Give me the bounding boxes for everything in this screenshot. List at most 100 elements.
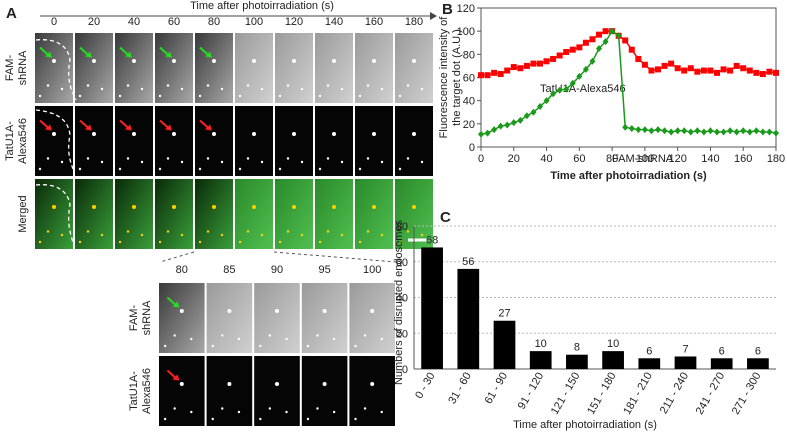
value-label: 7 xyxy=(682,343,688,355)
marker xyxy=(648,127,655,135)
bright-dot xyxy=(100,233,104,237)
time-label: 85 xyxy=(223,264,235,276)
x-tick-label: 271 - 300 xyxy=(730,371,764,417)
x-tick-label: 120 xyxy=(668,153,686,165)
bright-dot xyxy=(118,240,122,244)
bright-dot xyxy=(326,230,330,233)
marker xyxy=(478,72,484,79)
bright-dot xyxy=(52,132,56,136)
bright-dot xyxy=(292,132,296,136)
bright-dot xyxy=(286,157,290,160)
bright-dot xyxy=(180,87,184,91)
time-label: 120 xyxy=(285,16,303,28)
time-label: 80 xyxy=(176,264,188,276)
zoom-line xyxy=(273,251,397,263)
marker xyxy=(628,124,635,132)
bright-dot xyxy=(198,167,202,171)
row-label: TatU1A- xyxy=(128,371,140,411)
bright-dot xyxy=(252,59,256,63)
marker xyxy=(759,128,766,136)
bright-dot xyxy=(46,157,50,160)
bright-dot xyxy=(92,205,96,209)
time-label: 95 xyxy=(318,264,330,276)
marker xyxy=(733,62,740,69)
time-label: 80 xyxy=(208,16,220,28)
marker xyxy=(700,128,707,136)
bright-dot xyxy=(380,337,383,341)
bright-dot xyxy=(220,233,224,237)
bright-dot xyxy=(126,84,130,87)
x-tick-label: 80 xyxy=(606,153,618,165)
cell-outline xyxy=(35,39,77,247)
bright-dot xyxy=(158,94,162,98)
row-label: TatU1A- xyxy=(4,121,16,161)
marker xyxy=(733,128,740,136)
bright-dot xyxy=(300,233,304,237)
bright-dot xyxy=(275,309,279,313)
bright-dot xyxy=(60,160,64,164)
bright-dot xyxy=(370,309,375,313)
bright-dot xyxy=(78,240,82,244)
marker xyxy=(615,32,622,40)
bright-dot xyxy=(132,205,136,209)
bright-dot xyxy=(126,157,130,160)
bright-dot xyxy=(354,417,357,421)
bright-dot xyxy=(220,160,224,164)
pointer-head xyxy=(125,124,132,131)
bright-dot xyxy=(372,132,376,136)
bright-dot xyxy=(211,344,214,348)
micrograph xyxy=(115,179,153,249)
bright-dot xyxy=(268,407,272,410)
y-axis-title: the target dot (A.U.) xyxy=(451,29,463,126)
bright-dot xyxy=(318,240,322,244)
bright-dot xyxy=(332,59,336,63)
bright-dot xyxy=(100,87,104,91)
bright-dot xyxy=(316,334,319,337)
bright-dot xyxy=(252,132,256,136)
bright-dot xyxy=(318,94,322,98)
series-line xyxy=(481,30,777,76)
time-label: 100 xyxy=(363,264,381,276)
value-label: 8 xyxy=(574,342,580,354)
time-label: 0 xyxy=(51,16,57,28)
bright-dot xyxy=(332,205,336,209)
marker xyxy=(694,127,701,135)
marker xyxy=(497,122,504,130)
bright-dot xyxy=(52,59,56,63)
x-tick-label: 181 - 210 xyxy=(621,371,655,417)
micrograph xyxy=(275,179,313,249)
bright-dot xyxy=(420,160,424,164)
micrograph xyxy=(159,356,205,426)
bright-dot xyxy=(221,407,224,410)
marker xyxy=(648,67,655,74)
bright-dot xyxy=(380,87,384,91)
value-label: 68 xyxy=(426,234,438,246)
bright-dot xyxy=(412,132,416,136)
bright-dot xyxy=(420,233,424,237)
bright-dot xyxy=(238,167,242,171)
marker xyxy=(635,55,642,62)
series-line xyxy=(480,30,777,135)
x-axis-title: Time after photoirradiation (s) xyxy=(550,170,707,182)
bright-dot xyxy=(286,84,290,87)
marker xyxy=(740,65,747,72)
plot-frame xyxy=(480,7,777,148)
bright-dot xyxy=(318,167,322,171)
bright-dot xyxy=(126,230,130,233)
bright-dot xyxy=(316,407,319,410)
marker xyxy=(484,72,491,79)
micrograph xyxy=(155,179,193,249)
marker xyxy=(714,128,720,136)
row-label: FAM- xyxy=(128,305,140,332)
micrograph xyxy=(155,33,193,103)
bright-dot xyxy=(237,410,241,414)
row-label: shRNA xyxy=(17,50,29,86)
marker xyxy=(753,127,760,135)
marker xyxy=(602,28,609,35)
micrograph xyxy=(206,356,253,426)
bright-dot xyxy=(260,160,264,164)
bright-dot xyxy=(252,205,256,209)
marker xyxy=(582,39,589,46)
pointer-head xyxy=(205,124,212,131)
bright-dot xyxy=(292,205,296,209)
